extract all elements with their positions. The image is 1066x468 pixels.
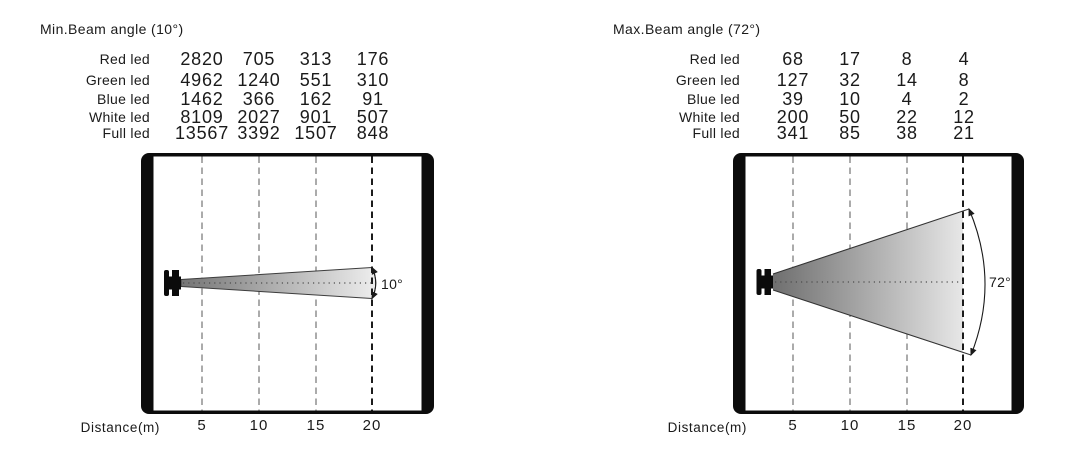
light-fixture-icon bbox=[756, 269, 773, 295]
distance-tick-label: 5 bbox=[788, 417, 798, 434]
value-cell: 38 bbox=[896, 122, 918, 143]
value-cell: 1462 bbox=[180, 88, 224, 109]
led-data-table: Red led 2820 705 313 176 Green led 4962 … bbox=[0, 47, 533, 143]
value-cell: 200 bbox=[776, 106, 810, 127]
max-beam-panel: Max.Beam angle (72°) Red led 68 17 8 4 G… bbox=[533, 0, 1066, 468]
distance-tick-label: 15 bbox=[306, 417, 326, 434]
value-cell: 310 bbox=[356, 69, 390, 90]
row-label: Full led bbox=[692, 124, 740, 141]
value-cell: 68 bbox=[782, 48, 804, 69]
value-cell: 14 bbox=[896, 69, 918, 90]
value-cell: 32 bbox=[839, 69, 861, 90]
value-cell: 2820 bbox=[180, 48, 224, 69]
value-cell: 22 bbox=[896, 106, 918, 127]
row-label: White led bbox=[88, 108, 150, 125]
row-label: Blue led bbox=[687, 90, 740, 107]
value-cell: 17 bbox=[839, 48, 861, 69]
distance-axis-label: Distance(m) bbox=[80, 420, 160, 435]
value-cell: 162 bbox=[299, 88, 333, 109]
angle-arc bbox=[968, 207, 986, 357]
beam-diagram-min bbox=[141, 153, 434, 414]
value-cell: 127 bbox=[776, 69, 810, 90]
table-row: White led 200 50 22 12 bbox=[533, 106, 1066, 127]
angle-label: 72° bbox=[989, 274, 1012, 290]
value-cell: 551 bbox=[299, 69, 333, 90]
value-cell: 901 bbox=[299, 106, 333, 127]
value-cell: 50 bbox=[839, 106, 861, 127]
row-label: Blue led bbox=[97, 90, 150, 107]
led-data-table: Red led 68 17 8 4 Green led 127 32 14 8 bbox=[533, 47, 1066, 143]
table-row: Blue led 1462 366 162 91 bbox=[0, 89, 533, 108]
distance-axis-label: Distance(m) bbox=[667, 420, 747, 435]
value-cell: 2027 bbox=[237, 106, 281, 127]
table-row: Red led 68 17 8 4 bbox=[533, 47, 1066, 70]
min-beam-panel: Min.Beam angle (10°) Red led 2820 705 31… bbox=[0, 21, 533, 435]
value-cell: 39 bbox=[782, 88, 804, 109]
value-cell: 8 bbox=[901, 48, 913, 69]
table-row: White led 8109 2027 901 507 bbox=[0, 106, 533, 127]
row-label: Red led bbox=[689, 50, 740, 67]
distance-tick-label: 5 bbox=[197, 417, 207, 434]
row-label: Green led bbox=[85, 71, 150, 88]
panel-title: Min.Beam angle (10°) bbox=[40, 21, 184, 37]
table-row: Green led 127 32 14 8 bbox=[533, 70, 1066, 89]
distance-tick-label: 20 bbox=[362, 417, 382, 434]
value-cell: 366 bbox=[242, 88, 276, 109]
value-cell: 341 bbox=[776, 122, 810, 143]
value-cell: 1240 bbox=[237, 69, 281, 90]
value-cell: 12 bbox=[953, 106, 975, 127]
beam-cone bbox=[773, 211, 963, 353]
value-cell: 2 bbox=[958, 88, 970, 109]
row-label: Green led bbox=[675, 71, 740, 88]
angle-label: 10° bbox=[381, 276, 404, 292]
table-row: Blue led 39 10 4 2 bbox=[533, 89, 1066, 108]
beam-cone-edges bbox=[772, 208, 972, 356]
distance-tick-label: 15 bbox=[897, 417, 917, 434]
value-cell: 848 bbox=[356, 122, 390, 143]
beam-diagram-max bbox=[733, 153, 1024, 414]
row-label: White led bbox=[678, 108, 740, 125]
panel-title: Max.Beam angle (72°) bbox=[613, 21, 761, 37]
angle-arc bbox=[371, 266, 378, 300]
value-cell: 507 bbox=[356, 106, 390, 127]
value-cell: 85 bbox=[839, 122, 861, 143]
light-fixture-icon bbox=[164, 270, 181, 296]
value-cell: 705 bbox=[242, 48, 276, 69]
row-label: Full led bbox=[102, 124, 150, 141]
value-cell: 8109 bbox=[180, 106, 224, 127]
distance-tick-label: 10 bbox=[840, 417, 860, 434]
value-cell: 21 bbox=[953, 122, 975, 143]
value-cell: 4962 bbox=[180, 69, 224, 90]
distance-tick-label: 10 bbox=[249, 417, 269, 434]
table-row: Green led 4962 1240 551 310 bbox=[0, 70, 533, 89]
value-cell: 1507 bbox=[294, 122, 338, 143]
table-row: Full led 13567 3392 1507 848 bbox=[0, 122, 533, 143]
value-cell: 4 bbox=[901, 88, 913, 109]
value-cell: 3392 bbox=[237, 122, 281, 143]
value-cell: 176 bbox=[356, 48, 390, 69]
value-cell: 8 bbox=[958, 69, 970, 90]
distance-tick-label: 20 bbox=[953, 417, 973, 434]
table-row: Red led 2820 705 313 176 bbox=[0, 47, 533, 70]
value-cell: 13567 bbox=[174, 122, 230, 143]
table-row: Full led 341 85 38 21 bbox=[533, 122, 1066, 143]
value-cell: 10 bbox=[839, 88, 861, 109]
value-cell: 313 bbox=[299, 48, 333, 69]
value-cell: 4 bbox=[958, 48, 970, 69]
row-label: Red led bbox=[99, 50, 150, 67]
value-cell: 91 bbox=[362, 88, 384, 109]
